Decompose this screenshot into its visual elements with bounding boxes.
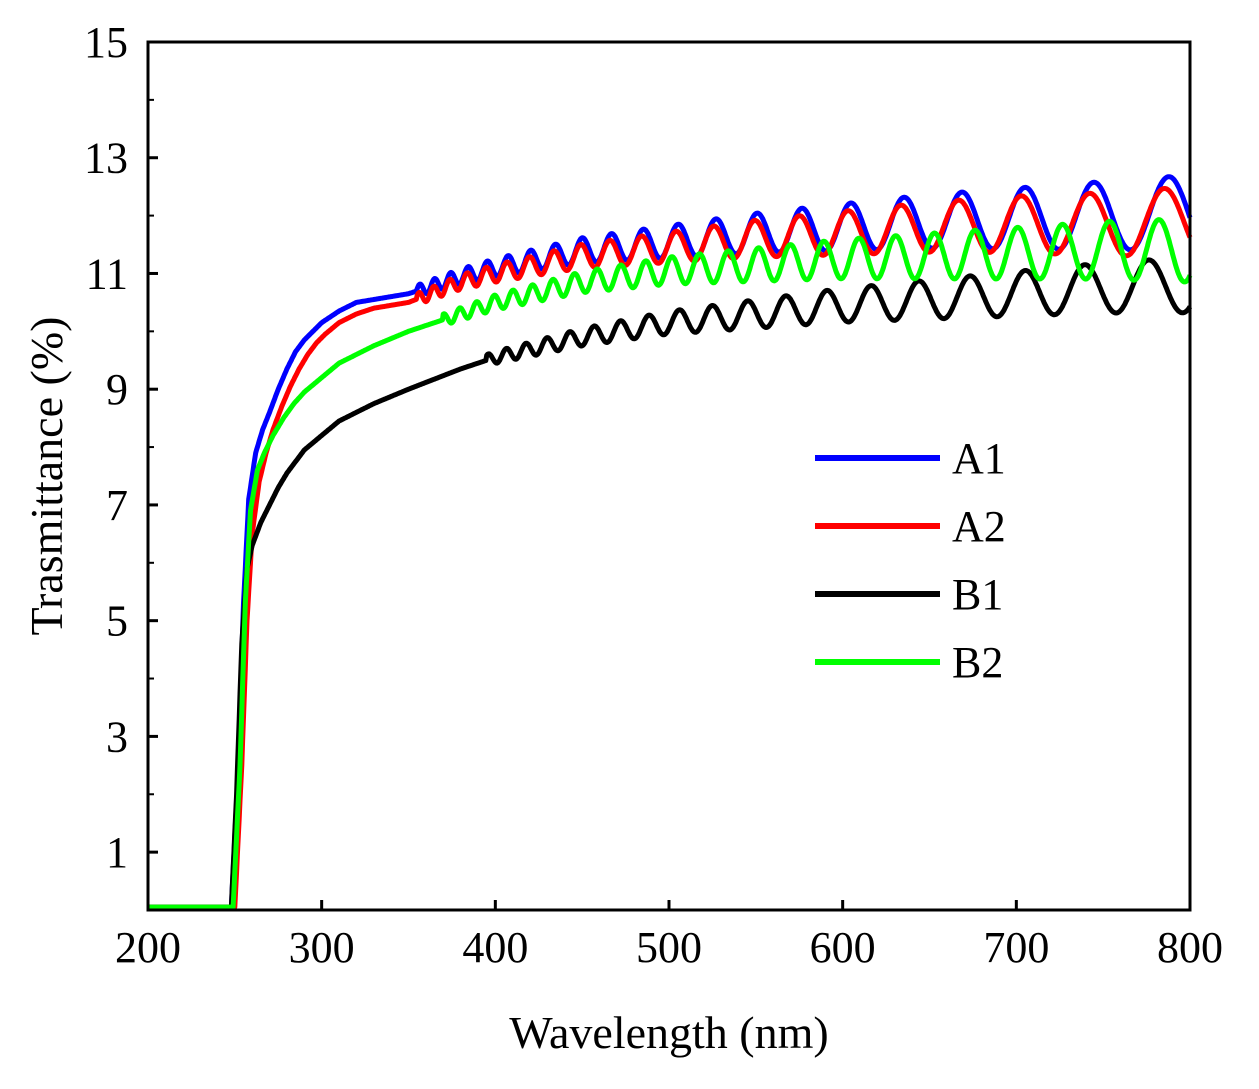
series-line-b2 xyxy=(146,217,1193,910)
legend-label-b1: B1 xyxy=(952,570,1003,619)
x-axis-title: Wavelength (nm) xyxy=(509,1007,828,1058)
x-tick-label: 700 xyxy=(983,923,1049,972)
y-tick-label: 13 xyxy=(84,134,128,183)
legend-label-a2: A2 xyxy=(952,502,1006,551)
legend-label-a1: A1 xyxy=(952,434,1006,483)
x-tick-label: 300 xyxy=(289,923,355,972)
y-axis-title: Trasmittance (%) xyxy=(21,317,72,636)
y-tick-label: 3 xyxy=(106,712,128,761)
x-tick-label: 400 xyxy=(462,923,528,972)
series-line-a1 xyxy=(146,174,1193,910)
y-tick-label: 7 xyxy=(106,481,128,530)
y-tick-label: 1 xyxy=(106,828,128,877)
y-tick-label: 5 xyxy=(106,597,128,646)
x-tick-label: 600 xyxy=(810,923,876,972)
series-layer xyxy=(146,174,1193,910)
plot-frame xyxy=(146,40,1192,912)
series-line-b1 xyxy=(146,257,1193,910)
series-line-a2 xyxy=(146,186,1193,910)
y-tick-label: 11 xyxy=(86,249,128,298)
y-tick-label: 9 xyxy=(106,365,128,414)
legend-label-b2: B2 xyxy=(952,638,1003,687)
x-tick-label: 200 xyxy=(115,923,181,972)
y-tick-label: 15 xyxy=(84,18,128,67)
legend: A1 A2 B1 B2 xyxy=(815,434,1006,687)
x-tick-label: 800 xyxy=(1157,923,1223,972)
x-tick-label: 500 xyxy=(636,923,702,972)
